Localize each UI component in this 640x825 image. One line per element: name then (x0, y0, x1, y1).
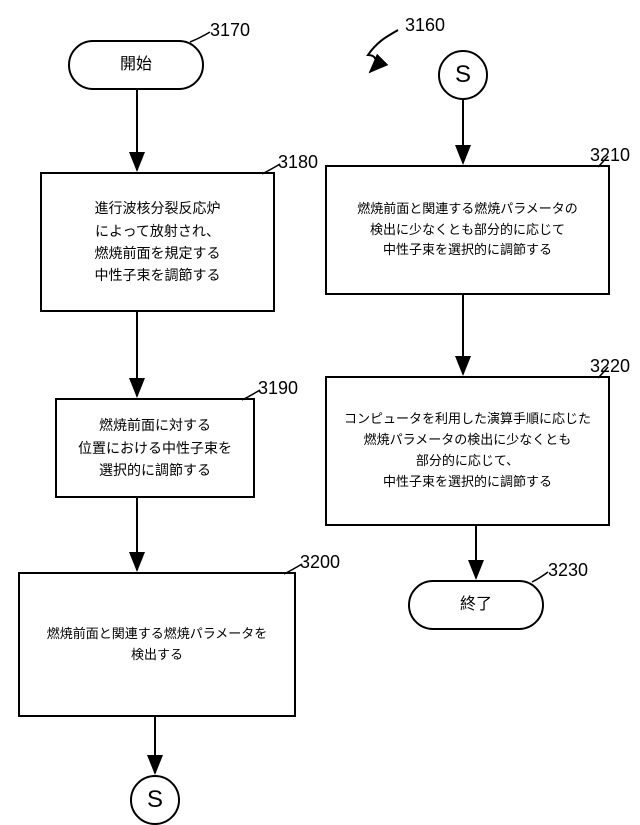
box-3190: 燃焼前面に対する位置における中性子束を選択的に調節する (55, 398, 255, 498)
connector-s-bottom: S (130, 775, 180, 825)
ref-3230: 3230 (548, 560, 588, 581)
start-label: 開始 (120, 52, 152, 78)
box-3220-text: コンピュータを利用した演算手順に応じた燃焼パラメータの検出に少なくとも部分的に応… (344, 409, 591, 492)
connector-s-top: S (438, 50, 488, 100)
connector-s-bottom-label: S (147, 781, 163, 819)
box-3210-text: 燃焼前面と関連する燃焼パラメータの検出に少なくとも部分的に応じて中性子束を選択的… (357, 199, 578, 261)
ref-3160: 3160 (405, 15, 445, 36)
ref-3200: 3200 (300, 552, 340, 573)
ref-3210: 3210 (590, 145, 630, 166)
box-3190-text: 燃焼前面に対する位置における中性子束を選択的に調節する (78, 414, 232, 481)
connector-s-top-label: S (455, 56, 471, 94)
box-3200-text: 燃焼前面と関連する燃焼パラメータを検出する (47, 624, 268, 666)
box-3220: コンピュータを利用した演算手順に応じた燃焼パラメータの検出に少なくとも部分的に応… (325, 376, 610, 526)
box-3180-text: 進行波核分裂反応炉によって放射され、燃焼前面を規定する中性子束を調節する (95, 197, 221, 287)
end-terminator: 終了 (408, 580, 544, 630)
ref-3180: 3180 (278, 152, 318, 173)
box-3200: 燃焼前面と関連する燃焼パラメータを検出する (18, 572, 296, 717)
box-3210: 燃焼前面と関連する燃焼パラメータの検出に少なくとも部分的に応じて中性子束を選択的… (325, 165, 610, 295)
ref-3170: 3170 (210, 20, 250, 41)
end-label: 終了 (460, 592, 492, 618)
box-3180: 進行波核分裂反応炉によって放射され、燃焼前面を規定する中性子束を調節する (40, 172, 275, 312)
start-terminator: 開始 (68, 40, 204, 90)
ref-3220: 3220 (590, 356, 630, 377)
ref-3190: 3190 (258, 378, 298, 399)
